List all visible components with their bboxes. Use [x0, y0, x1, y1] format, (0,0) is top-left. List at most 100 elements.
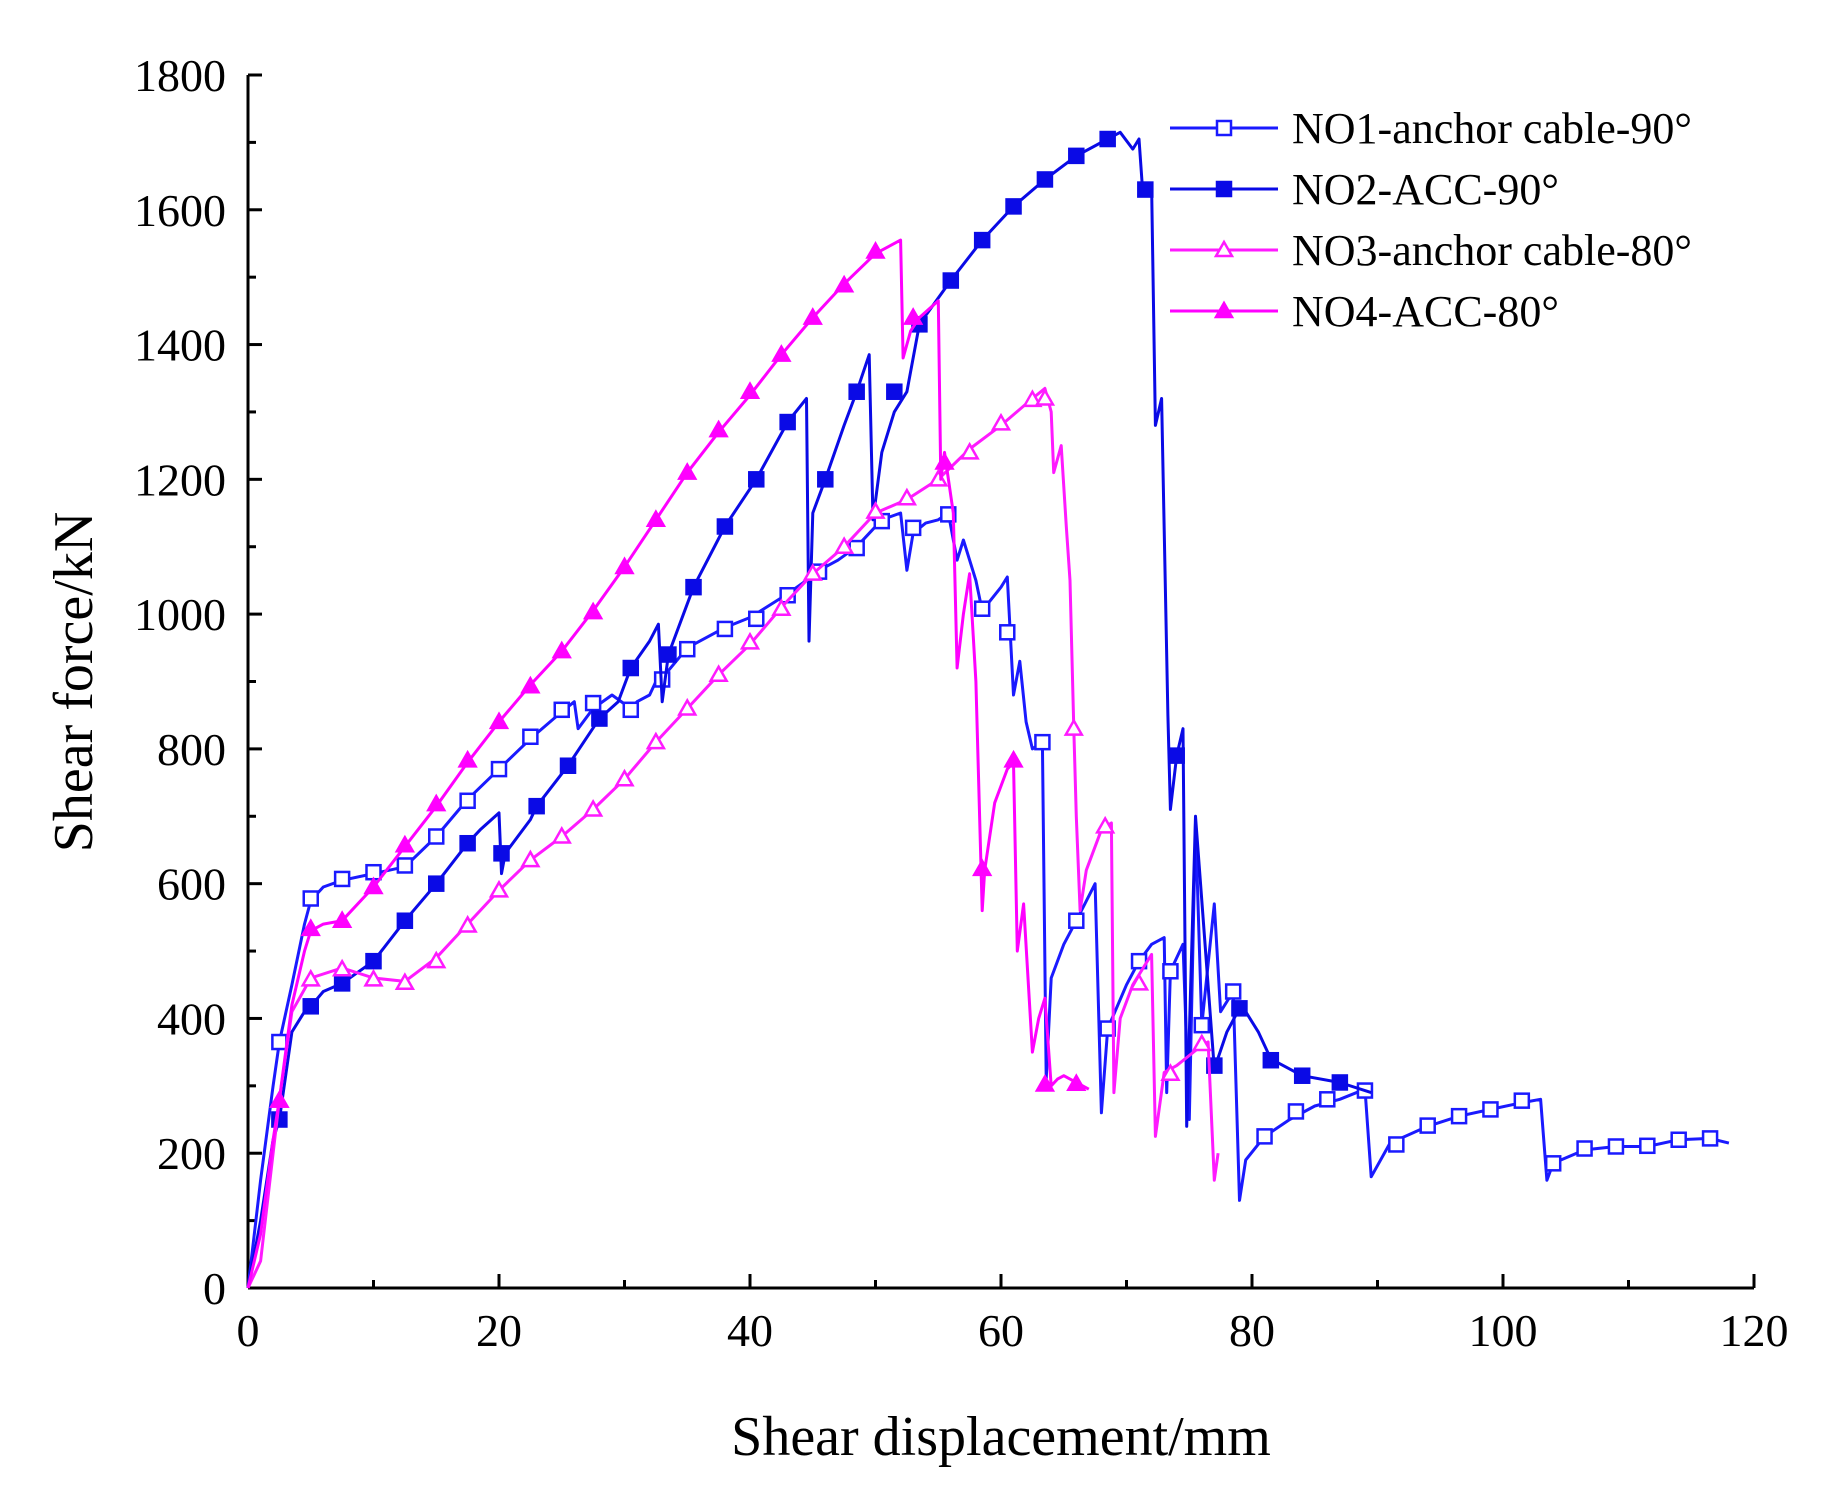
legend-marker: [1213, 239, 1235, 258]
data-point: [1206, 1057, 1223, 1074]
data-point: [1128, 972, 1150, 991]
data-point: [302, 998, 319, 1015]
data-point: [488, 711, 510, 730]
data-point: [660, 646, 677, 663]
legend-item: NO1-anchor cable-90°: [1170, 104, 1692, 153]
data-point: [848, 383, 865, 400]
data-point: [490, 760, 508, 778]
data-point: [520, 675, 541, 694]
data-point: [300, 918, 321, 937]
data-point: [1034, 1073, 1056, 1092]
data-point: [1003, 749, 1024, 768]
data-point: [428, 875, 445, 892]
data-point: [1287, 1103, 1305, 1120]
data-point: [522, 728, 539, 746]
legend-marker: [1215, 119, 1233, 137]
data-point: [428, 828, 445, 845]
data-point: [457, 749, 478, 768]
data-point: [817, 471, 834, 488]
series-1: [246, 506, 1730, 1289]
data-point: [396, 912, 414, 929]
data-point: [1576, 1140, 1593, 1157]
data-point: [520, 849, 541, 868]
data-point: [1670, 1131, 1687, 1148]
data-point: [645, 509, 667, 528]
x-tick-label: 40: [727, 1305, 773, 1356]
data-point: [426, 793, 447, 812]
data-point: [942, 272, 960, 289]
data-point: [748, 471, 765, 488]
data-point: [771, 598, 792, 616]
y-tick-label: 1400: [134, 320, 226, 371]
data-point: [973, 600, 991, 617]
data-point: [426, 950, 447, 969]
data-point: [1193, 1016, 1211, 1034]
data-point: [1005, 198, 1022, 215]
legend-label: NO4-ACC-80°: [1292, 287, 1559, 336]
data-point: [685, 578, 702, 596]
data-point: [591, 710, 608, 727]
data-point: [300, 968, 321, 987]
data-point: [1262, 1051, 1280, 1069]
y-tick-label: 800: [157, 724, 226, 775]
data-point: [959, 441, 980, 460]
data-point: [365, 952, 382, 970]
legend: NO1-anchor cable-90° NO2-ACC-90° NO3-ancho…: [1170, 104, 1692, 336]
data-point: [934, 451, 955, 470]
data-point: [896, 487, 918, 506]
data-point: [1331, 1074, 1349, 1091]
data-point: [999, 624, 1016, 641]
data-point: [739, 631, 761, 650]
data-point: [363, 968, 384, 987]
data-point: [1544, 1155, 1562, 1172]
data-point: [1319, 1091, 1336, 1108]
data-point: [1099, 130, 1116, 148]
data-point: [779, 413, 796, 431]
data-point: [716, 620, 734, 638]
data-point: [708, 419, 729, 438]
x-axis-title: Shear displacement/mm: [731, 1406, 1271, 1468]
series-line: [246, 238, 1090, 1289]
data-point: [1063, 718, 1084, 736]
data-point: [582, 799, 604, 817]
data-point: [904, 519, 922, 537]
data-point: [1701, 1130, 1719, 1147]
series-3: [246, 386, 1220, 1289]
data-point: [333, 975, 351, 992]
data-point: [1168, 747, 1185, 764]
x-tick-label: 100: [1469, 1305, 1538, 1356]
data-point: [551, 640, 572, 659]
data-point: [833, 536, 855, 554]
y-tick-label: 0: [203, 1263, 226, 1314]
ticks: 0 20 40 60 80 100 1200200400600800100012001400…: [134, 50, 1789, 1356]
legend-label: NO1-anchor cable-90°: [1292, 104, 1692, 153]
data-point: [1068, 912, 1085, 929]
data-point: [677, 697, 698, 716]
legend-item: NO3-anchor cable-80°: [1170, 226, 1692, 275]
data-point: [331, 958, 353, 977]
data-point: [614, 768, 635, 787]
data-point: [363, 876, 384, 895]
series-line: [246, 511, 1730, 1289]
data-point: [614, 556, 635, 575]
y-tick-label: 1200: [134, 454, 226, 505]
data-point: [1068, 147, 1085, 165]
legend-item: NO2-ACC-90°: [1170, 165, 1559, 214]
y-tick-label: 1000: [134, 589, 226, 640]
data-point: [1066, 1073, 1087, 1092]
data-point: [394, 972, 416, 990]
legend-marker: [1215, 180, 1233, 198]
data-point: [990, 412, 1012, 431]
data-point: [886, 383, 903, 400]
data-point: [1224, 983, 1242, 1000]
legend-label: NO3-anchor cable-80°: [1292, 226, 1692, 275]
data-point: [1231, 1000, 1248, 1017]
y-tick-label: 1800: [134, 50, 226, 101]
x-tick-label: 120: [1720, 1305, 1789, 1356]
legend-label: NO2-ACC-90°: [1292, 165, 1559, 214]
data-point: [271, 1033, 288, 1051]
y-tick-label: 400: [157, 993, 226, 1044]
data-point: [1036, 171, 1054, 188]
data-point: [459, 834, 476, 852]
